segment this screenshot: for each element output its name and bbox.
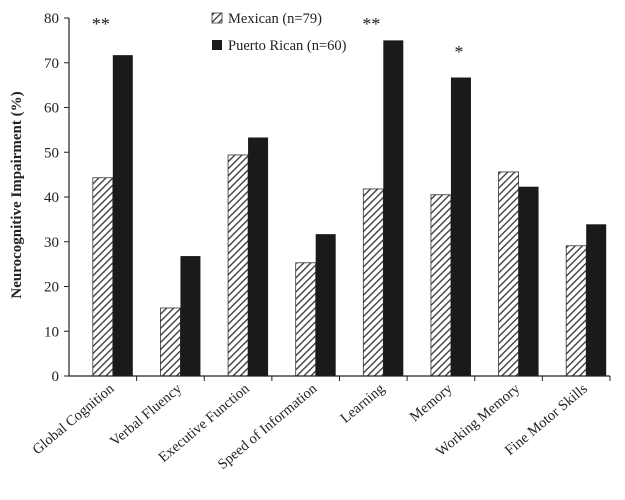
- legend-swatch-puerto-rican: [212, 40, 222, 50]
- x-category-label-learning: Learning: [338, 381, 388, 427]
- bar-puerto-rican-n-60-fine-motor-skills: [586, 224, 607, 376]
- significance-marker-memory: *: [454, 42, 463, 62]
- y-tick-label: 0: [52, 369, 60, 385]
- bar-puerto-rican-n-60-learning: [383, 40, 404, 376]
- legend: Mexican (n=79) Puerto Rican (n=60): [211, 11, 347, 54]
- legend-label-mexican: Mexican (n=79): [228, 11, 322, 27]
- y-ticks: 0 10 20 30 40 50 60 70 80: [44, 11, 69, 385]
- bar-mexican-n-79-working-memory: [498, 171, 519, 377]
- significance-annotations: ** ***: [92, 14, 464, 62]
- legend-label-puerto-rican: Puerto Rican (n=60): [228, 38, 347, 54]
- bar-mexican-n-79-verbal-fluency: [160, 307, 181, 377]
- bar-puerto-rican-n-60-executive-function: [248, 137, 269, 376]
- bar-mexican-n-79-learning: [362, 188, 384, 377]
- legend-swatch-mexican: [211, 12, 223, 24]
- x-category-label-global-cognition: Global Cognition: [30, 380, 118, 458]
- bar-mexican-n-79-global-cognition: [92, 177, 114, 377]
- y-tick-label: 30: [44, 235, 59, 251]
- y-tick-label: 50: [44, 145, 59, 161]
- bar-mexican-n-79-speed-of-information: [295, 262, 317, 377]
- bar-mexican-n-79-executive-function: [227, 154, 249, 377]
- bar-puerto-rican-n-60-memory: [450, 77, 471, 376]
- y-tick-label: 20: [44, 280, 59, 296]
- y-axis-title: Neurocognitive Impairment (%): [9, 91, 25, 298]
- bars-layer: [92, 40, 611, 381]
- x-category-label-memory: Memory: [407, 380, 456, 425]
- bar-mexican-n-79-fine-motor-skills: [565, 245, 587, 377]
- y-tick-label: 10: [44, 324, 59, 340]
- bar-puerto-rican-n-60-speed-of-information: [315, 234, 336, 376]
- y-tick-label: 60: [44, 101, 59, 117]
- bar-puerto-rican-n-60-global-cognition: [112, 55, 133, 377]
- y-tick-label: 80: [44, 11, 59, 27]
- significance-marker-global-cognition: **: [92, 14, 110, 34]
- bar-puerto-rican-n-60-verbal-fluency: [180, 256, 201, 376]
- bar-puerto-rican-n-60-working-memory: [518, 186, 539, 376]
- y-tick-label: 40: [44, 190, 59, 206]
- bar-mexican-n-79-memory: [430, 194, 452, 377]
- y-tick-label: 70: [44, 56, 59, 72]
- significance-marker-learning: **: [362, 14, 380, 34]
